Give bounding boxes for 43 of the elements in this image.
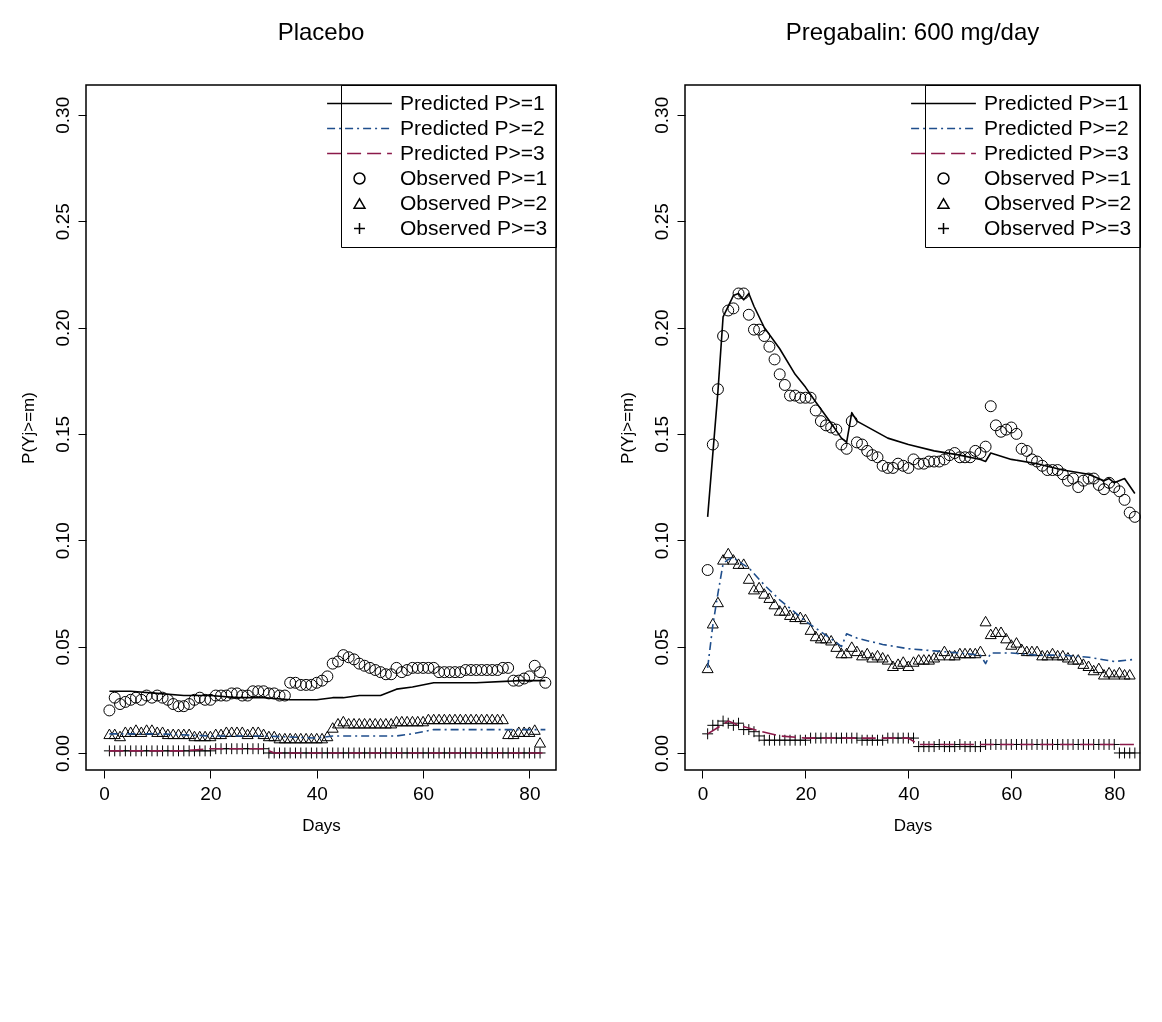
legend-label: Predicted P>=1 xyxy=(984,90,1129,114)
legend-label: Observed P>=1 xyxy=(400,165,548,189)
y-tick-label: 0.30 xyxy=(650,96,672,134)
y-tick-label: 0.05 xyxy=(51,628,73,666)
x-tick-label: 20 xyxy=(200,782,222,804)
x-tick-label: 0 xyxy=(697,782,709,804)
legend-label: Predicted P>=3 xyxy=(400,140,545,164)
y-tick-label: 0.05 xyxy=(650,628,672,666)
x-tick-label: 40 xyxy=(306,782,328,804)
y-tick-label: 0.10 xyxy=(51,522,73,560)
y-tick-label: 0.15 xyxy=(51,415,73,453)
y-tick-label: 0.25 xyxy=(650,203,672,241)
y-tick-label: 0.20 xyxy=(650,309,672,347)
legend-label: Predicted P>=3 xyxy=(984,140,1129,164)
x-tick-label: 60 xyxy=(1001,782,1023,804)
line-series xyxy=(706,720,1136,746)
x-tick-label: 20 xyxy=(795,782,817,804)
y-tick-label: 0.00 xyxy=(51,734,73,772)
y-tick-label: 0.20 xyxy=(51,309,73,347)
y-tick-label: 0.25 xyxy=(51,203,73,241)
legend-label: Observed P>=3 xyxy=(400,215,548,239)
x-tick-label: 80 xyxy=(519,782,541,804)
legend-label: Predicted P>=2 xyxy=(400,115,545,139)
x-axis-title: Days xyxy=(893,815,933,835)
legend-label: Predicted P>=1 xyxy=(400,90,545,114)
legend-label: Observed P>=1 xyxy=(984,165,1132,189)
x-tick-label: 40 xyxy=(898,782,920,804)
chart-title: Placebo xyxy=(277,17,365,45)
chart-title: Pregabalin: 600 mg/day xyxy=(785,17,1040,45)
legend-label: Observed P>=2 xyxy=(400,190,548,214)
x-tick-label: 60 xyxy=(413,782,435,804)
y-tick-label: 0.00 xyxy=(650,734,672,772)
y-tick-label: 0.15 xyxy=(650,415,672,453)
legend-label: Observed P>=2 xyxy=(984,190,1132,214)
y-axis-title: P(Yj>=m) xyxy=(18,392,38,464)
legend-label: Predicted P>=2 xyxy=(984,115,1129,139)
x-axis-title: Days xyxy=(302,815,341,835)
legend-label: Observed P>=3 xyxy=(984,215,1132,239)
x-tick-label: 0 xyxy=(99,782,110,804)
x-tick-label: 80 xyxy=(1104,782,1126,804)
y-tick-label: 0.10 xyxy=(650,522,672,560)
y-axis-title: P(Yj>=m) xyxy=(617,392,637,464)
y-tick-label: 0.30 xyxy=(51,96,73,134)
